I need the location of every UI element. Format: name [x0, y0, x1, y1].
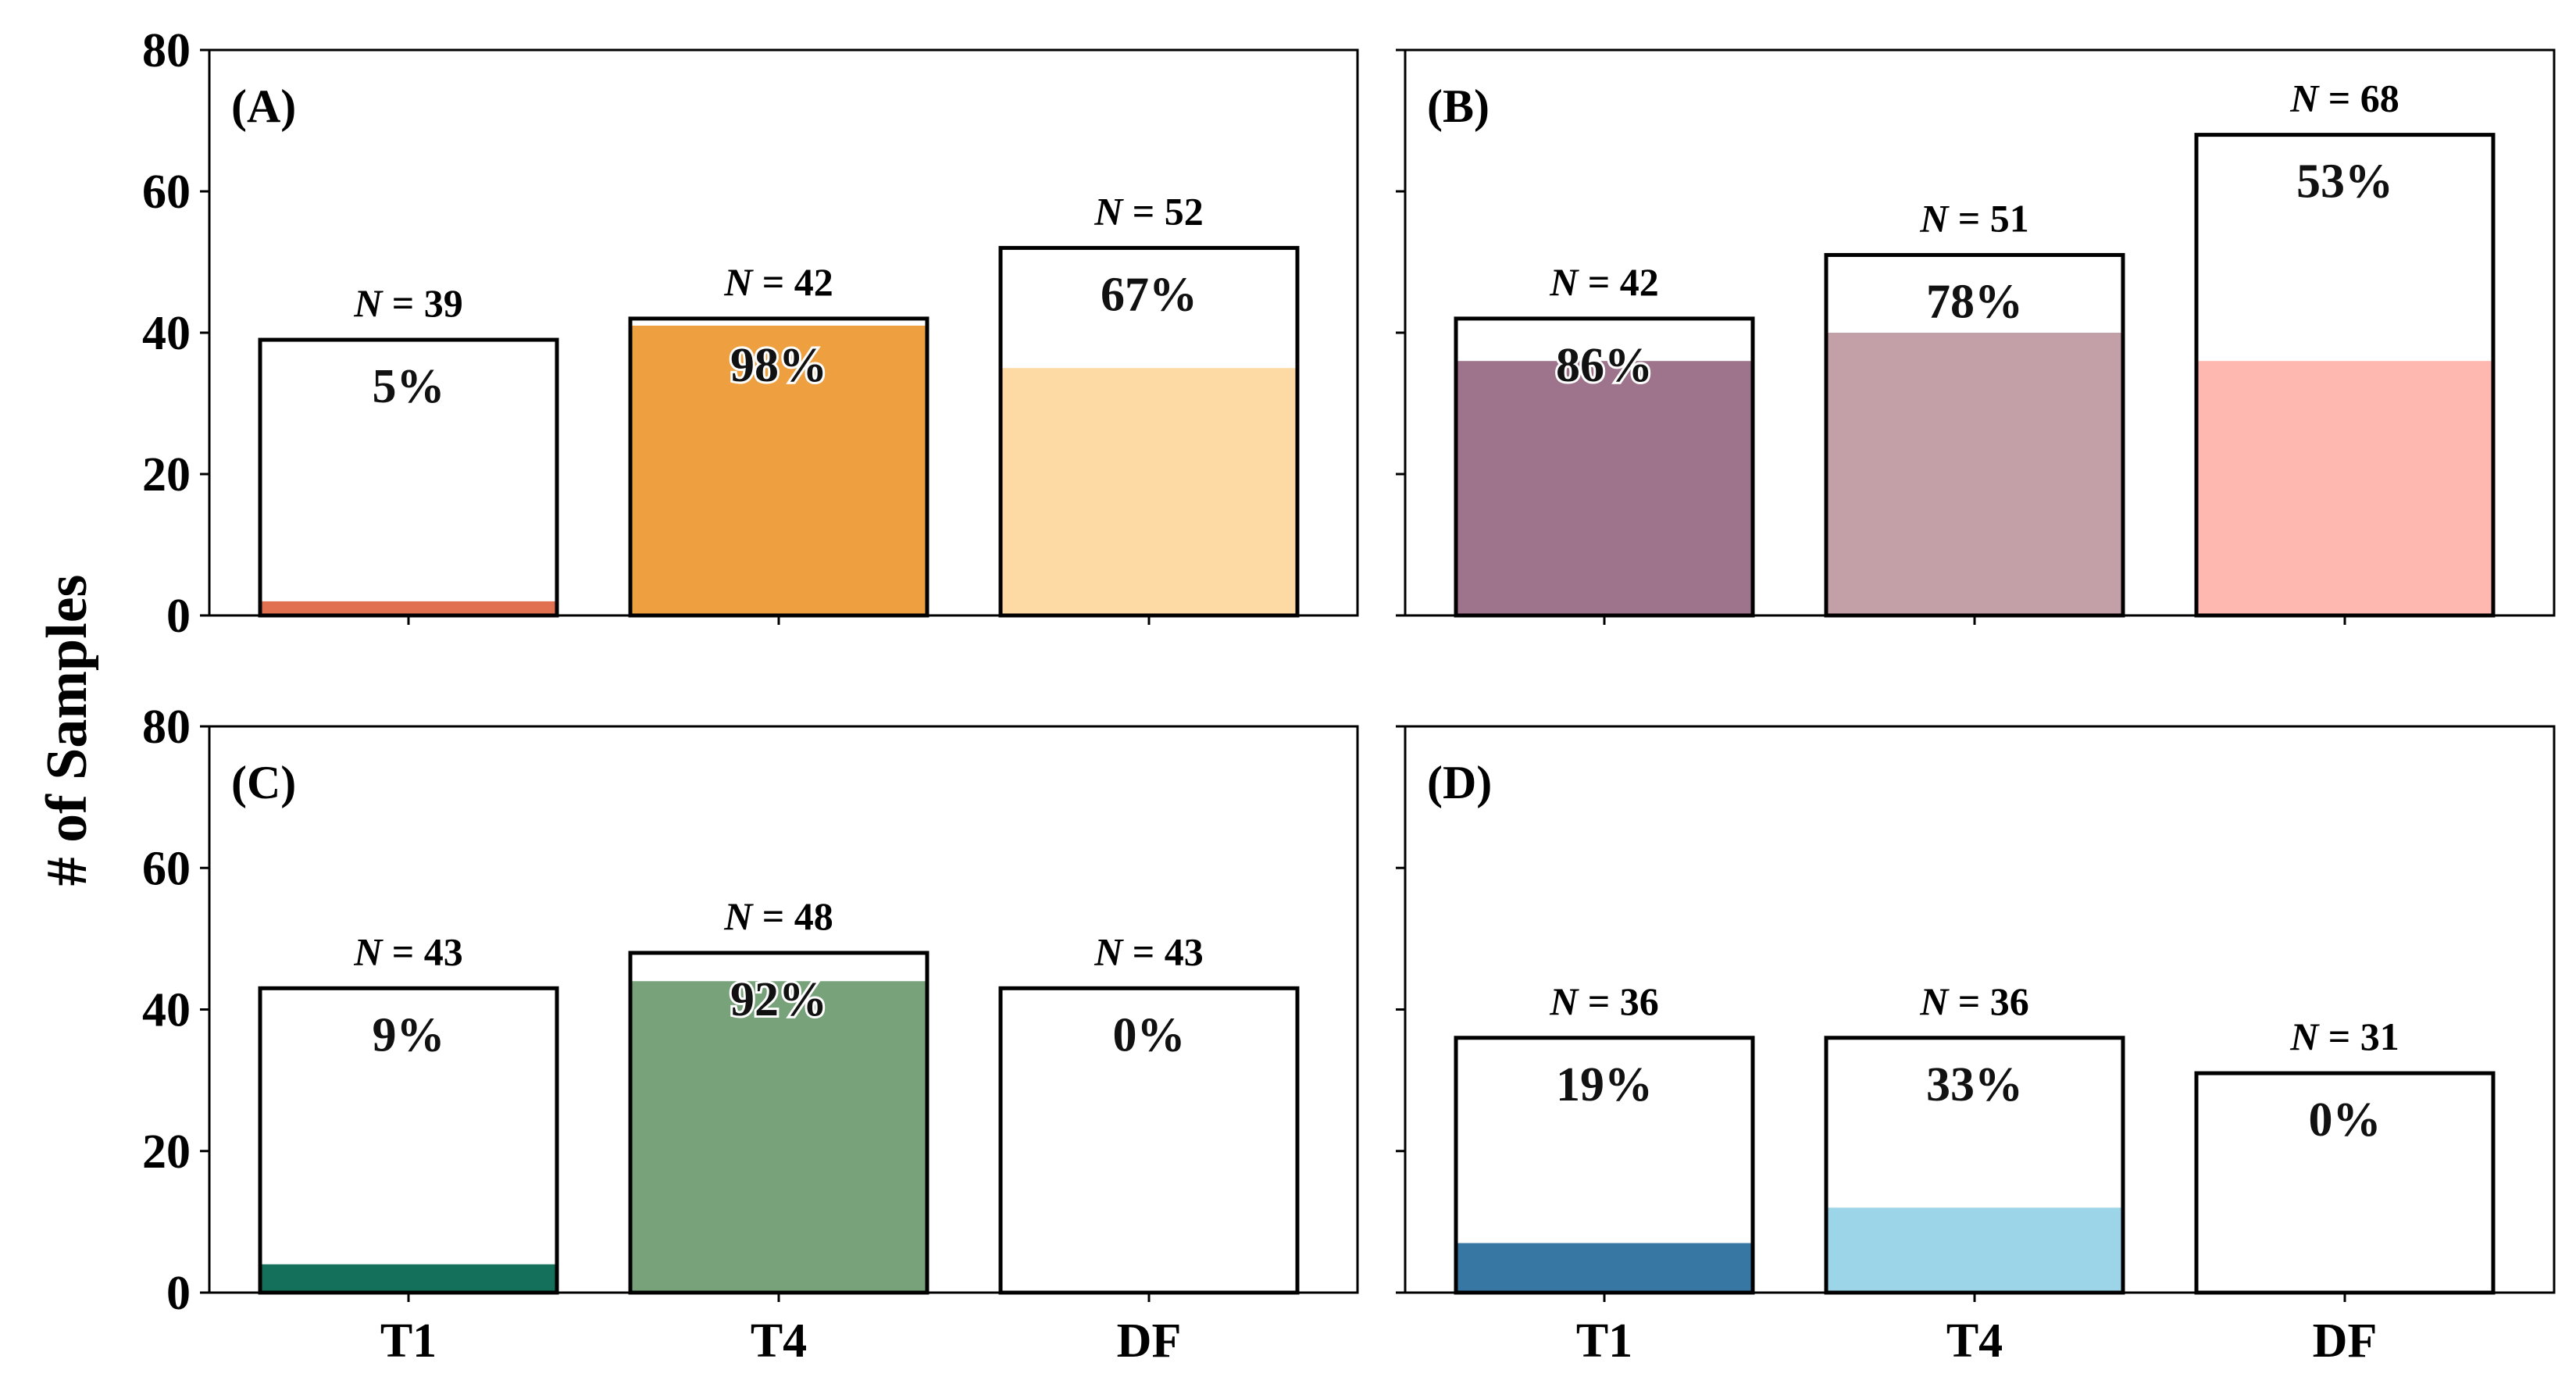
percent-label: 9% [373, 1008, 445, 1061]
x-tick-label: T1 [1576, 1314, 1632, 1368]
y-tick-label: 40 [142, 307, 191, 360]
filled-bar [1456, 361, 1753, 615]
filled-bar [1826, 1207, 2123, 1293]
percent-label: 78% [1926, 275, 2023, 328]
percent-label: 19% [1556, 1058, 1653, 1111]
total-label: N = 52 [1094, 189, 1204, 233]
filled-bar [260, 1264, 557, 1293]
y-tick-label: 0 [166, 1267, 191, 1320]
panel-label: (B) [1427, 80, 1490, 132]
y-tick-label: 60 [142, 842, 191, 895]
y-axis-label: # of Samples [35, 575, 99, 886]
total-label: N = 48 [723, 894, 833, 938]
filled-bar [2196, 361, 2493, 615]
y-tick-label: 60 [142, 166, 191, 219]
x-tick-label: DF [2313, 1314, 2378, 1368]
panel-c: N = 43 9% T1 N = 48 92% T4 N = 43 0% DF 0 20 40 60 80… [142, 701, 1359, 1368]
plot-frame [208, 725, 1359, 1294]
total-label: N = 31 [2289, 1015, 2399, 1058]
total-label: N = 43 [1094, 929, 1204, 973]
plot-frame [208, 48, 1359, 617]
percent-label: 67% [1101, 268, 1197, 321]
filled-bar [1826, 333, 2123, 615]
percent-label: 0% [2309, 1093, 2382, 1147]
panel-d: N = 36 19% T1 N = 36 33% T4 N = 31 0% DF (D) [1396, 725, 2556, 1368]
total-label: N = 36 [1919, 979, 2029, 1023]
plot-frame [1404, 48, 2556, 617]
y-tick-label: 40 [142, 984, 191, 1037]
total-label: N = 43 [353, 929, 463, 973]
filled-bar [630, 981, 927, 1293]
percent-label: 33% [1926, 1058, 2023, 1111]
total-label: N = 42 [1549, 260, 1659, 304]
x-tick-label: DF [1117, 1314, 1182, 1368]
total-label: N = 68 [2289, 77, 2399, 120]
panel-b: N = 42 86% N = 51 78% N = 68 53% (B) [1396, 48, 2556, 625]
x-tick-label: T4 [751, 1314, 807, 1368]
x-tick-label: T1 [380, 1314, 437, 1368]
y-tick-label: 0 [166, 590, 191, 643]
panel-label: (D) [1427, 757, 1492, 808]
filled-bar [630, 325, 927, 615]
filled-bar [1001, 368, 1297, 615]
filled-bar [1456, 1243, 1753, 1293]
panel-label: (C) [231, 757, 296, 808]
total-label: N = 36 [1549, 979, 1659, 1023]
panel-a: N = 39 5% N = 42 98% N = 52 67% 0 20 40 60 80 (A) [142, 24, 1359, 643]
percent-label: 92% [730, 973, 827, 1026]
y-tick-label: 80 [142, 701, 191, 754]
percent-label: 86% [1556, 339, 1653, 392]
total-label: N = 42 [723, 260, 833, 304]
panel-label: (A) [231, 80, 296, 132]
total-label: N = 51 [1919, 196, 2029, 240]
x-tick-label: T4 [1946, 1314, 2003, 1368]
y-tick-label: 20 [142, 1125, 191, 1179]
total-label: N = 39 [353, 281, 463, 325]
percent-label: 53% [2296, 155, 2393, 209]
percent-label: 0% [1113, 1008, 1186, 1061]
y-tick-label: 80 [142, 24, 191, 77]
percent-label: 5% [373, 360, 445, 413]
percent-label: 98% [730, 339, 827, 392]
filled-bar [260, 601, 557, 615]
y-tick-label: 20 [142, 448, 191, 501]
plot-frame [1404, 725, 2556, 1294]
